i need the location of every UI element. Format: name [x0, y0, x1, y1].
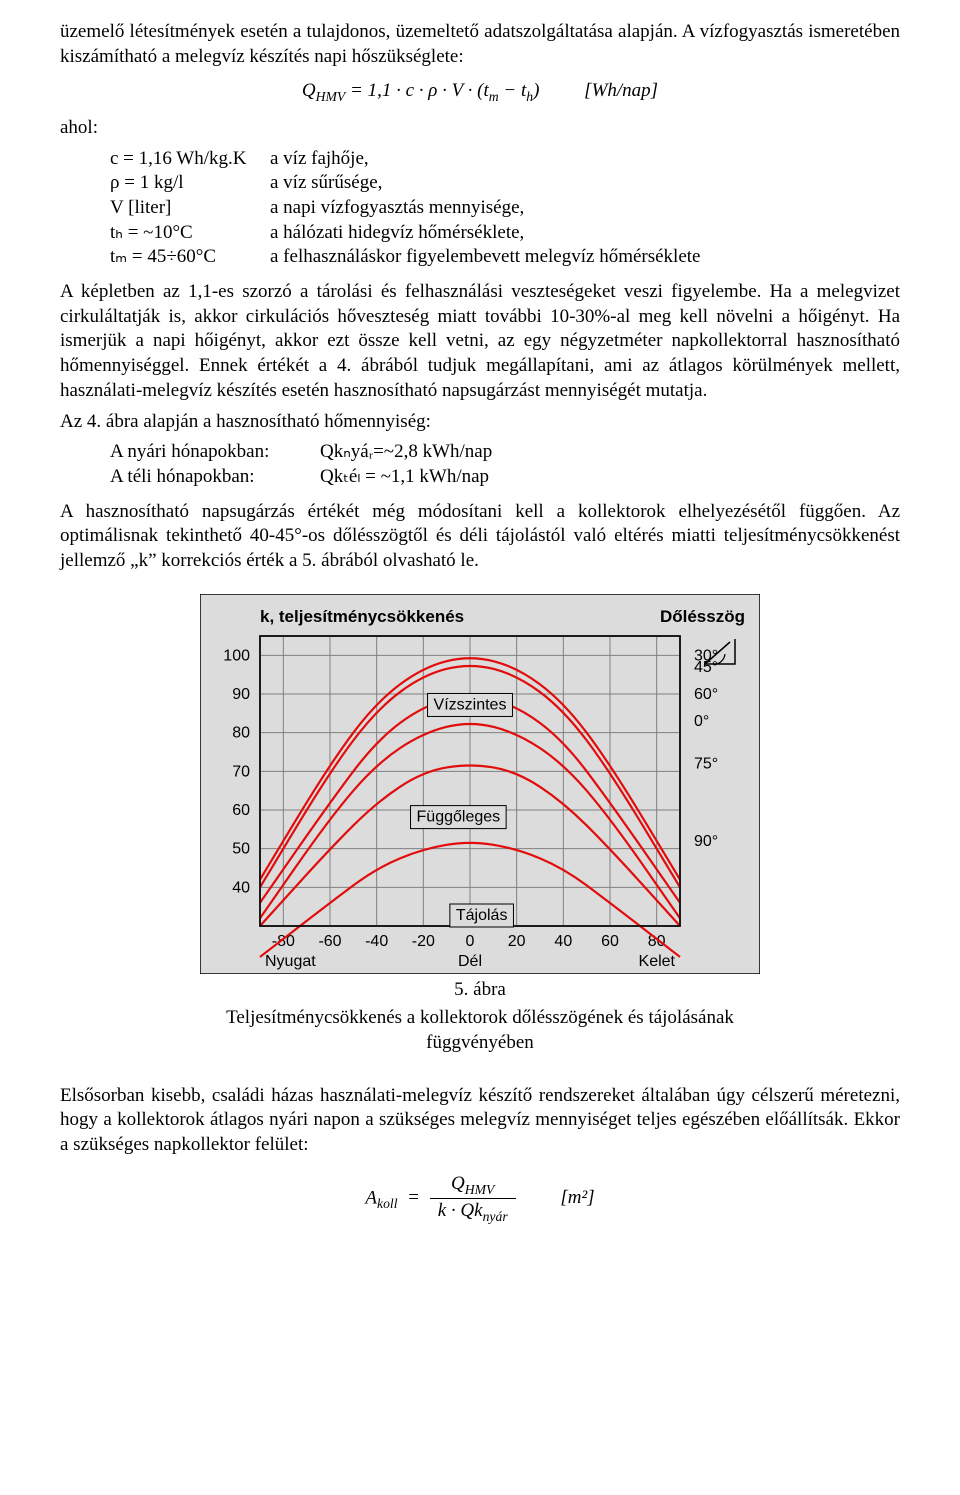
def-row: V [liter] a napi vízfogyasztás mennyiség… [110, 196, 900, 221]
svg-text:Függőleges: Függőleges [417, 808, 501, 825]
definitions-block: c = 1,16 Wh/kg.K a víz fajhője, ρ = 1 kg… [110, 147, 900, 270]
svg-text:Dőlésszög: Dőlésszög [660, 607, 745, 626]
svg-text:70: 70 [232, 763, 250, 780]
svg-text:45°: 45° [694, 659, 718, 676]
qk-list: A nyári hónapokban: Qkₙyáᵣ=~2,8 kWh/nap … [110, 440, 900, 489]
eq2-num: Q [451, 1173, 465, 1194]
svg-text:100: 100 [223, 647, 250, 664]
svg-text:-80: -80 [272, 933, 295, 950]
def-row: c = 1,16 Wh/kg.K a víz fajhője, [110, 147, 900, 172]
paragraph-4: A hasznosítható napsugárzás értékét még … [60, 500, 900, 574]
svg-text:-60: -60 [318, 933, 341, 950]
svg-text:60°: 60° [694, 686, 718, 703]
def-row: tₘ = 45÷60°C a felhasználáskor figyelemb… [110, 245, 900, 270]
eq2-sub: koll [377, 1196, 398, 1211]
figure-number: 5. ábra [200, 978, 760, 1003]
svg-text:90°: 90° [694, 833, 718, 850]
def-row: ρ = 1 kg/l a víz sűrűsége, [110, 171, 900, 196]
eq1-unit: [Wh/nap] [584, 80, 658, 101]
svg-text:90: 90 [232, 686, 250, 703]
paragraph-5: Elsősorban kisebb, családi házas használ… [60, 1084, 900, 1158]
def-sym: tₘ = 45÷60°C [110, 245, 270, 270]
svg-text:50: 50 [232, 840, 250, 857]
svg-text:Vízszintes: Vízszintes [434, 696, 507, 713]
svg-text:-20: -20 [412, 933, 435, 950]
svg-text:80: 80 [232, 724, 250, 741]
svg-text:k, teljesítménycsökkenés: k, teljesítménycsökkenés [260, 607, 464, 626]
svg-text:-40: -40 [365, 933, 388, 950]
eq1-body: = 1,1 · c · ρ · V · (t [345, 80, 489, 101]
eq1-Q: Q [302, 80, 316, 101]
list-item: A téli hónapokban: Qkₜéₗ = ~1,1 kWh/nap [110, 465, 900, 490]
svg-text:40: 40 [232, 879, 250, 896]
eq2-num-sub: HMV [465, 1182, 495, 1197]
svg-text:Dél: Dél [458, 953, 482, 970]
list-item: A nyári hónapokban: Qkₙyáᵣ=~2,8 kWh/nap [110, 440, 900, 465]
list-value: Qkₙyáᵣ=~2,8 kWh/nap [320, 440, 900, 465]
def-txt: a víz sűrűsége, [270, 171, 900, 196]
def-txt: a felhasználáskor figyelembevett melegví… [270, 245, 900, 270]
def-sym: V [liter] [110, 196, 270, 221]
paragraph-intro: üzemelő létesítmények esetén a tulajdono… [60, 20, 900, 69]
ahol-label: ahol: [60, 116, 900, 141]
list-label: A nyári hónapokban: [110, 440, 320, 465]
def-txt: a víz fajhője, [270, 147, 900, 172]
eq2-fraction: QHMV k · Qknyár [430, 1172, 516, 1226]
def-row: tₕ = ~10°C a hálózati hidegvíz hőmérsékl… [110, 221, 900, 246]
eq2-unit: [m²] [560, 1187, 594, 1208]
figure-caption: Teljesítménycsökkenés a kollektorok dőlé… [200, 1006, 760, 1055]
eq1-minus: − t [499, 80, 527, 101]
svg-text:75°: 75° [694, 755, 718, 772]
svg-text:40: 40 [554, 933, 572, 950]
def-txt: a hálózati hidegvíz hőmérséklete, [270, 221, 900, 246]
svg-text:60: 60 [232, 802, 250, 819]
eq1-m: m [489, 89, 499, 104]
eq2-A: A [365, 1187, 377, 1208]
list-value: Qkₜéₗ = ~1,1 kWh/nap [320, 465, 900, 490]
def-sym: tₕ = ~10°C [110, 221, 270, 246]
eq2-den-sub: nyár [483, 1209, 508, 1224]
chart-svg: 40 50 60 70 80 90 100 -80 -60 -40 -20 0 20 40 60 80 k, t… [200, 594, 760, 974]
svg-text:20: 20 [508, 933, 526, 950]
paragraph-2: A képletben az 1,1-es szorzó a tárolási … [60, 280, 900, 403]
svg-text:80: 80 [648, 933, 666, 950]
performance-chart: 40 50 60 70 80 90 100 -80 -60 -40 -20 0 20 40 60 80 k, t… [200, 594, 760, 1056]
list-label: A téli hónapokban: [110, 465, 320, 490]
equation-qhmv: QHMV = 1,1 · c · ρ · V · (tm − th) [Wh/n… [60, 79, 900, 106]
svg-text:0°: 0° [694, 713, 709, 730]
eq2-den: k · Qk [438, 1200, 483, 1221]
svg-text:Tájolás: Tájolás [456, 907, 508, 924]
eq2-eq: = [408, 1187, 419, 1208]
def-sym: c = 1,16 Wh/kg.K [110, 147, 270, 172]
svg-text:60: 60 [601, 933, 619, 950]
def-sym: ρ = 1 kg/l [110, 171, 270, 196]
equation-akoll: Akoll = QHMV k · Qknyár [m²] [60, 1172, 900, 1226]
document-page: üzemelő létesítmények esetén a tulajdono… [0, 0, 960, 1266]
eq1-close: ) [533, 80, 539, 101]
paragraph-3: Az 4. ábra alapján a hasznosítható hőmen… [60, 410, 900, 435]
def-txt: a napi vízfogyasztás mennyisége, [270, 196, 900, 221]
svg-text:Kelet: Kelet [639, 953, 676, 970]
eq1-sub: HMV [316, 89, 346, 104]
svg-text:Nyugat: Nyugat [265, 953, 316, 970]
svg-text:0: 0 [466, 933, 475, 950]
